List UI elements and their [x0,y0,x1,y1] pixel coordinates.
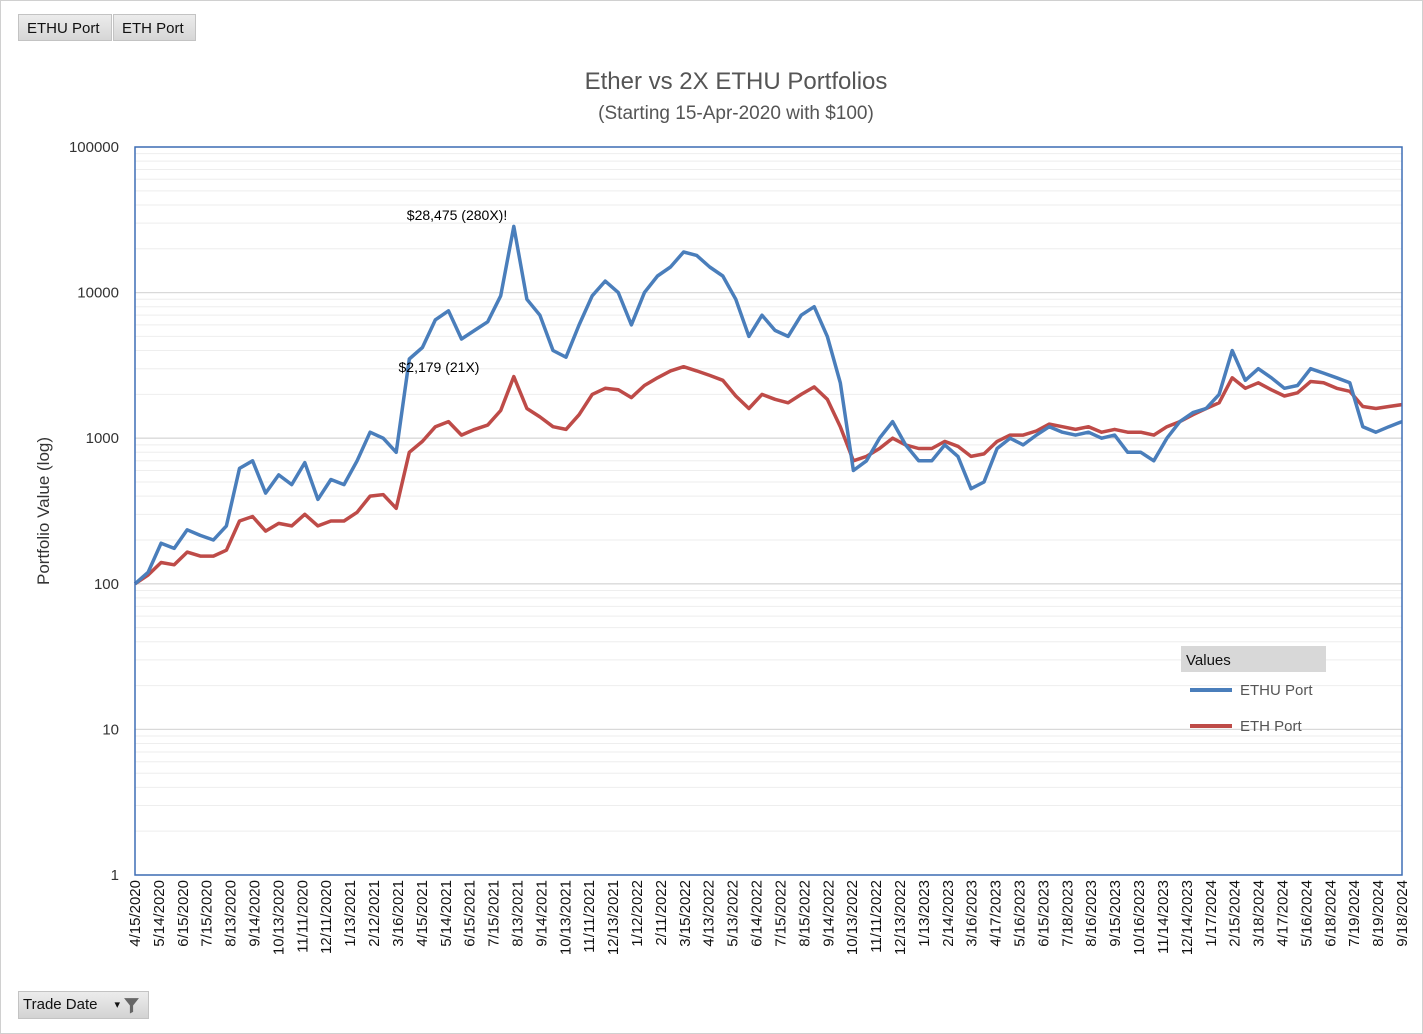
legend-eth-label: ETH Port [1240,718,1303,735]
x-tick-label: 11/11/2020 [294,880,311,953]
x-tick-label: 4/13/2022 [701,880,718,947]
x-tick-label: 3/15/2022 [677,880,694,947]
x-tick-label: 5/16/2024 [1298,880,1315,947]
eth-peak-annotation: $2,179 (21X) [399,359,480,375]
chart-subtitle: (Starting 15-Apr-2020 with $100) [598,103,874,124]
y-tick-label: 10 [102,721,119,738]
x-tick-label: 1/17/2024 [1203,880,1220,947]
x-tick-label: 11/11/2021 [581,880,598,953]
x-tick-label: 9/18/2024 [1394,880,1411,947]
x-tick-label: 4/17/2023 [988,880,1005,947]
x-tick-label: 9/14/2021 [533,880,550,947]
legend-header [1181,646,1326,672]
x-tick-label: 9/14/2022 [820,880,837,947]
x-tick-label: 2/11/2022 [653,880,670,946]
x-tick-label: 6/18/2024 [1322,880,1339,947]
x-tick-label: 10/13/2021 [557,880,574,955]
x-tick-label: 5/14/2021 [438,880,455,947]
y-tick-label: 10000 [77,285,119,302]
x-tick-label: 9/15/2023 [1107,880,1124,947]
x-tick-label: 4/17/2024 [1274,880,1291,947]
x-tick-label: 2/15/2024 [1227,880,1244,947]
y-tick-label: 1000 [86,430,119,447]
series-lines [133,224,1403,586]
x-tick-label: 8/13/2021 [509,880,526,947]
x-tick-label: 4/15/2021 [414,880,431,947]
x-tick-label: 5/16/2023 [1012,880,1029,947]
y-tick-label: 100 [94,576,119,593]
x-tick-label: 1/13/2021 [342,880,359,947]
x-tick-label: 10/13/2020 [270,880,287,955]
x-tick-label: 5/14/2020 [151,880,168,947]
trade-date-filter-button[interactable]: Trade Date ▾ [18,991,149,1019]
x-tick-label: 5/13/2022 [725,880,742,947]
x-tick-label: 7/15/2020 [199,880,216,947]
x-tick-label: 11/11/2022 [868,880,885,953]
x-tick-label: 3/18/2024 [1251,880,1268,947]
x-tick-label: 7/15/2021 [486,880,503,947]
x-tick-label: 6/14/2022 [749,880,766,947]
x-tick-label: 3/16/2021 [390,880,407,947]
x-tick-label: 1/12/2022 [629,880,646,947]
x-tick-label: 7/19/2024 [1346,880,1363,947]
legend-title: Values [1186,652,1231,669]
y-axis-label: Portfolio Value (log) [34,437,53,585]
x-tick-label: 6/15/2023 [1035,880,1052,947]
x-tick-label: 7/15/2022 [772,880,789,947]
x-tick-label: 4/15/2020 [127,880,144,947]
x-axis-ticks: 4/15/2020 5/14/2020 6/15/2020 7/15/2020 8/13… [127,880,1411,955]
x-tick-label: 8/16/2023 [1083,880,1100,947]
filter-icon [124,998,139,1014]
x-tick-label: 2/14/2023 [940,880,957,947]
x-tick-label: 12/11/2020 [318,880,335,954]
legend: Values ETHU Port ETH Port [1181,646,1326,735]
y-tick-label: 100000 [69,139,119,156]
legend-ethu-label: ETHU Port [1240,682,1313,699]
x-tick-label: 12/13/2021 [605,880,622,955]
x-tick-label: 12/14/2023 [1179,880,1196,955]
trade-date-label: Trade Date [23,996,98,1013]
grid-lines [135,146,1402,876]
x-tick-label: 6/15/2020 [175,880,192,947]
x-tick-label: 6/15/2021 [462,880,479,947]
x-tick-label: 9/14/2020 [247,880,264,947]
ethu-port-field-button[interactable]: ETHU Port [18,14,112,41]
y-tick-label: 1 [111,867,119,884]
ethu-port-series-line [133,224,1403,586]
x-tick-label: 7/18/2023 [1059,880,1076,947]
x-tick-label: 8/19/2024 [1370,880,1387,947]
chart-title: Ether vs 2X ETHU Portfolios [585,68,888,95]
x-tick-label: 1/13/2023 [916,880,933,947]
x-tick-label: 10/13/2022 [844,880,861,955]
eth-port-series-line [134,364,1403,586]
x-tick-label: 2/12/2021 [366,880,383,947]
x-tick-label: 12/13/2022 [892,880,909,955]
ethu-peak-annotation: $28,475 (280X)! [407,207,507,223]
x-tick-label: 8/13/2020 [223,880,240,947]
plot-area-border [134,146,1403,876]
x-tick-label: 11/14/2023 [1155,880,1172,954]
x-tick-label: 3/16/2023 [964,880,981,947]
eth-port-field-button[interactable]: ETH Port [113,14,196,41]
y-axis-ticks: 1 10 100 1000 10000 100000 [69,139,119,884]
x-tick-label: 8/15/2022 [796,880,813,947]
dropdown-caret-icon: ▾ [114,999,120,1011]
x-tick-label: 10/16/2023 [1131,880,1148,955]
